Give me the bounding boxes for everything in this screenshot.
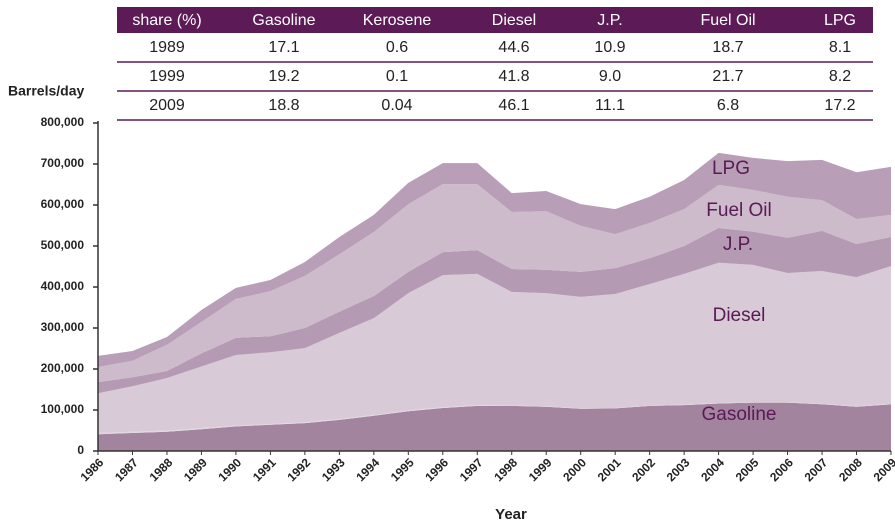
series-label: J.P. [723,234,753,255]
table-cell: 0.6 [386,39,408,56]
table-cell: 1989 [149,39,185,56]
series-label: Diesel [713,305,766,326]
x-axis-label: Year [495,506,527,523]
table-cell: 9.0 [599,68,621,85]
area [98,262,891,433]
table-cell: 17.2 [824,97,855,114]
table-header-bg [117,7,873,33]
x-tick-label: 2008 [836,455,865,484]
x-tick-label: 2009 [871,455,895,484]
area [98,402,891,435]
table-cell: 19.2 [268,68,299,85]
x-tick-label: 2000 [560,455,589,484]
table-header: J.P. [597,12,623,29]
table-header: Diesel [492,12,536,29]
y-tick-label: 0 [77,443,84,457]
series-label: LPG [712,158,750,179]
y-tick-label: 600,000 [41,197,85,211]
table-cell: 41.8 [498,68,529,85]
table-cell: 8.1 [829,39,851,56]
table-cell: 2009 [149,97,185,114]
y-tick-label: 300,000 [41,320,85,334]
x-tick-label: 2006 [767,455,796,484]
x-tick-label: 2001 [595,455,624,484]
area [98,402,891,451]
area [98,184,891,383]
table-cell: 0.1 [386,68,408,85]
x-tick-label: 1994 [353,455,382,484]
y-axis-label: Barrels/day [8,83,84,99]
table-header: share (%) [132,12,201,29]
table-header: Gasoline [252,12,315,29]
table-cell: 18.8 [268,97,299,114]
series-label: Gasoline [702,404,777,425]
area [98,227,891,394]
y-tick-label: 800,000 [41,115,85,129]
table-header: Fuel Oil [700,12,755,29]
table-header: LPG [824,12,856,29]
table-cell: 1999 [149,68,185,85]
y-tick-label: 400,000 [41,279,85,293]
table-cell: 10.9 [594,39,625,56]
x-tick-label: 1999 [526,455,555,484]
table-header: Kerosene [363,12,432,29]
table-cell: 21.7 [712,68,743,85]
table-cell: 46.1 [498,97,529,114]
y-tick-label: 500,000 [41,238,85,252]
x-tick-label: 1992 [284,455,313,484]
x-tick-label: 2005 [733,455,762,484]
x-tick-label: 2003 [664,455,693,484]
x-tick-label: 1996 [422,455,451,484]
x-tick-label: 1995 [388,455,417,484]
x-tick-label: 2007 [802,455,831,484]
x-tick-label: 1997 [457,455,486,484]
y-tick-label: 200,000 [41,361,85,375]
table-cell: 11.1 [595,97,625,114]
y-tick-label: 700,000 [41,156,85,170]
y-tick-label: 100,000 [41,402,85,416]
x-tick-label: 1986 [78,455,107,484]
table-cell: 0.04 [381,97,412,114]
area [98,152,891,367]
x-tick-label: 1998 [491,455,520,484]
x-tick-label: 1991 [250,455,279,484]
table-cell: 6.8 [717,97,739,114]
x-tick-label: 1990 [215,455,244,484]
series-label: Fuel Oil [706,200,771,221]
x-tick-label: 1989 [181,455,210,484]
table-cell: 18.7 [712,39,743,56]
table-cell: 17.1 [268,39,299,56]
x-tick-label: 1988 [147,455,176,484]
x-tick-label: 2002 [629,455,658,484]
table-cell: 44.6 [498,39,529,56]
x-tick-label: 1993 [319,455,348,484]
table-cell: 8.2 [829,68,851,85]
x-tick-label: 2004 [698,455,727,484]
x-tick-label: 1987 [112,455,141,484]
